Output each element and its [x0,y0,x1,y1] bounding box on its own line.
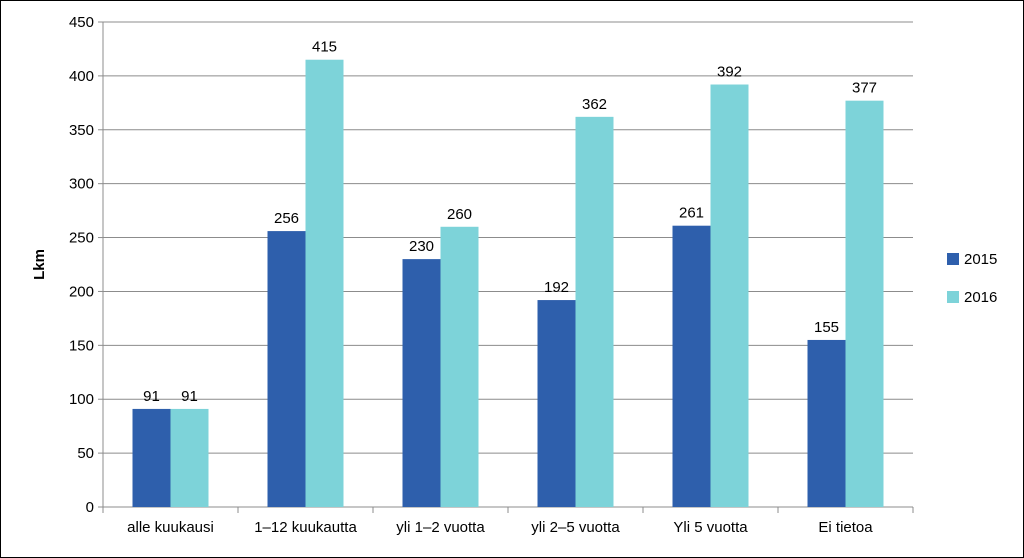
bar-2016 [575,116,614,507]
bar-2016 [710,84,749,507]
x-tick-label: Yli 5 vuotta [673,519,748,536]
y-tick-label: 100 [69,391,94,408]
legend-swatch [947,253,959,265]
y-axis-title: Lkm [31,249,48,280]
data-label: 256 [274,210,299,227]
data-label: 415 [312,39,337,56]
y-tick-label: 0 [86,499,94,516]
data-label: 91 [143,388,160,405]
data-label: 192 [544,279,569,296]
y-tick-label: 150 [69,337,94,354]
bar-2015 [807,339,846,507]
data-label: 261 [679,205,704,222]
bar-2016 [845,100,884,507]
bar-2016 [170,408,209,507]
bar-2015 [267,231,306,508]
data-label: 91 [181,388,198,405]
bar-2016 [440,226,479,507]
legend: 2015 2016 [947,251,997,306]
x-axis-ticks: alle kuukausi 1–12 kuukautta yli 1–2 vuott… [102,507,914,536]
bar-2015 [402,259,441,507]
bar-2016 [305,59,344,507]
bar-2015 [132,408,171,507]
data-label: 362 [582,96,607,113]
y-tick-label: 450 [69,14,94,31]
data-label: 392 [717,64,742,81]
data-label: 260 [447,206,472,223]
bar-2015 [672,225,711,507]
x-tick-label: Ei tietoa [818,519,873,536]
bars [132,59,884,508]
y-tick-label: 250 [69,230,94,247]
x-tick-label: 1–12 kuukautta [254,519,357,536]
x-tick-label: yli 1–2 vuotta [396,519,485,536]
y-tick-label: 400 [69,68,94,85]
data-labels: 91 256 230 192 261 155 91 415 260 362 392 377 [143,39,877,405]
data-label: 155 [814,319,839,336]
bar-2015 [537,300,576,507]
y-tick-label: 200 [69,283,94,300]
y-tick-label: 350 [69,122,94,139]
gridlines [102,21,913,508]
y-tick-label: 300 [69,176,94,193]
data-label: 377 [852,80,877,97]
data-label: 230 [409,238,434,255]
x-tick-label: alle kuukausi [127,519,214,536]
y-axis-ticks: 0 50 100 150 200 250 300 350 400 450 [69,14,103,516]
legend-label: 2015 [964,251,997,268]
legend-swatch [947,291,959,303]
legend-label: 2016 [964,289,997,306]
x-tick-label: yli 2–5 vuotta [531,519,620,536]
y-tick-label: 50 [77,445,94,462]
